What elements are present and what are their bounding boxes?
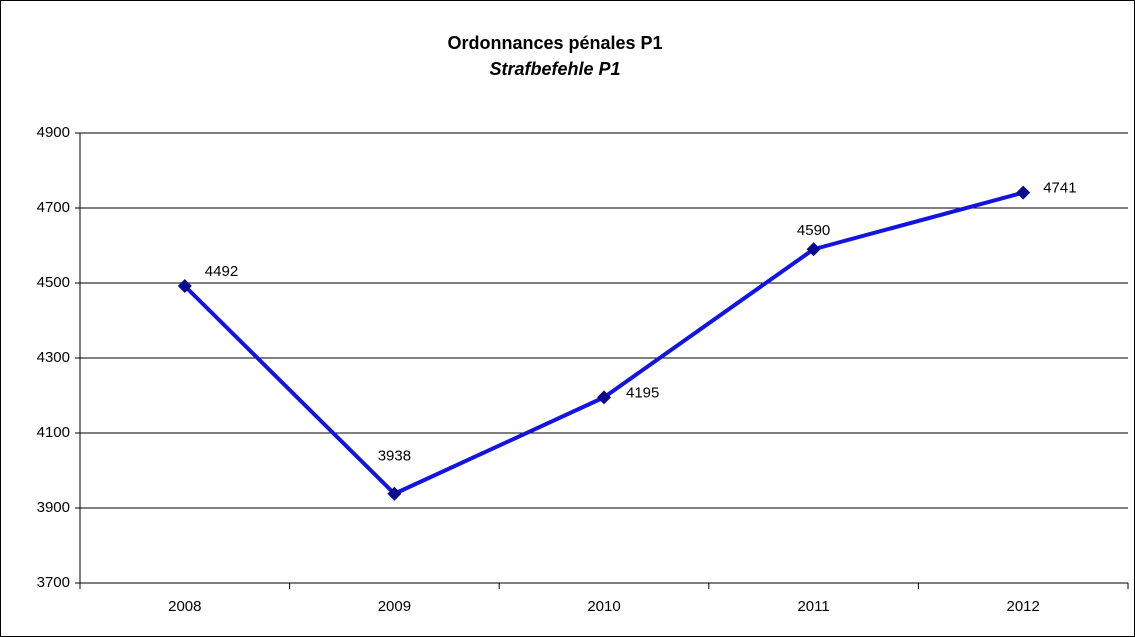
data-label: 4590 [797,222,830,239]
y-tick-label: 3900 [37,499,70,516]
marker [597,390,611,405]
data-label: 4195 [626,384,659,401]
marker [387,486,402,501]
y-tick-label: 3700 [37,574,70,591]
x-tick-label: 2008 [168,598,201,615]
y-tick-label: 4300 [37,349,70,366]
x-tick-label: 2011 [797,598,829,615]
x-tick-label: 2010 [587,598,620,615]
y-tick-label: 4900 [37,124,70,141]
marker [177,279,192,293]
chart-title: Ordonnances pénales P1 [447,33,662,53]
chart-subtitle: Strafbefehle P1 [489,59,620,79]
x-tick-label: 2009 [378,598,411,615]
marker [806,242,821,257]
data-label: 4741 [1043,180,1076,197]
x-tick-label: 2012 [1007,598,1040,615]
y-tick-label: 4500 [37,274,70,291]
y-tick-label: 4100 [37,424,70,441]
data-label: 3938 [378,448,411,465]
y-tick-label: 4700 [37,199,70,216]
marker [1016,185,1031,200]
data-label: 4492 [205,263,238,280]
